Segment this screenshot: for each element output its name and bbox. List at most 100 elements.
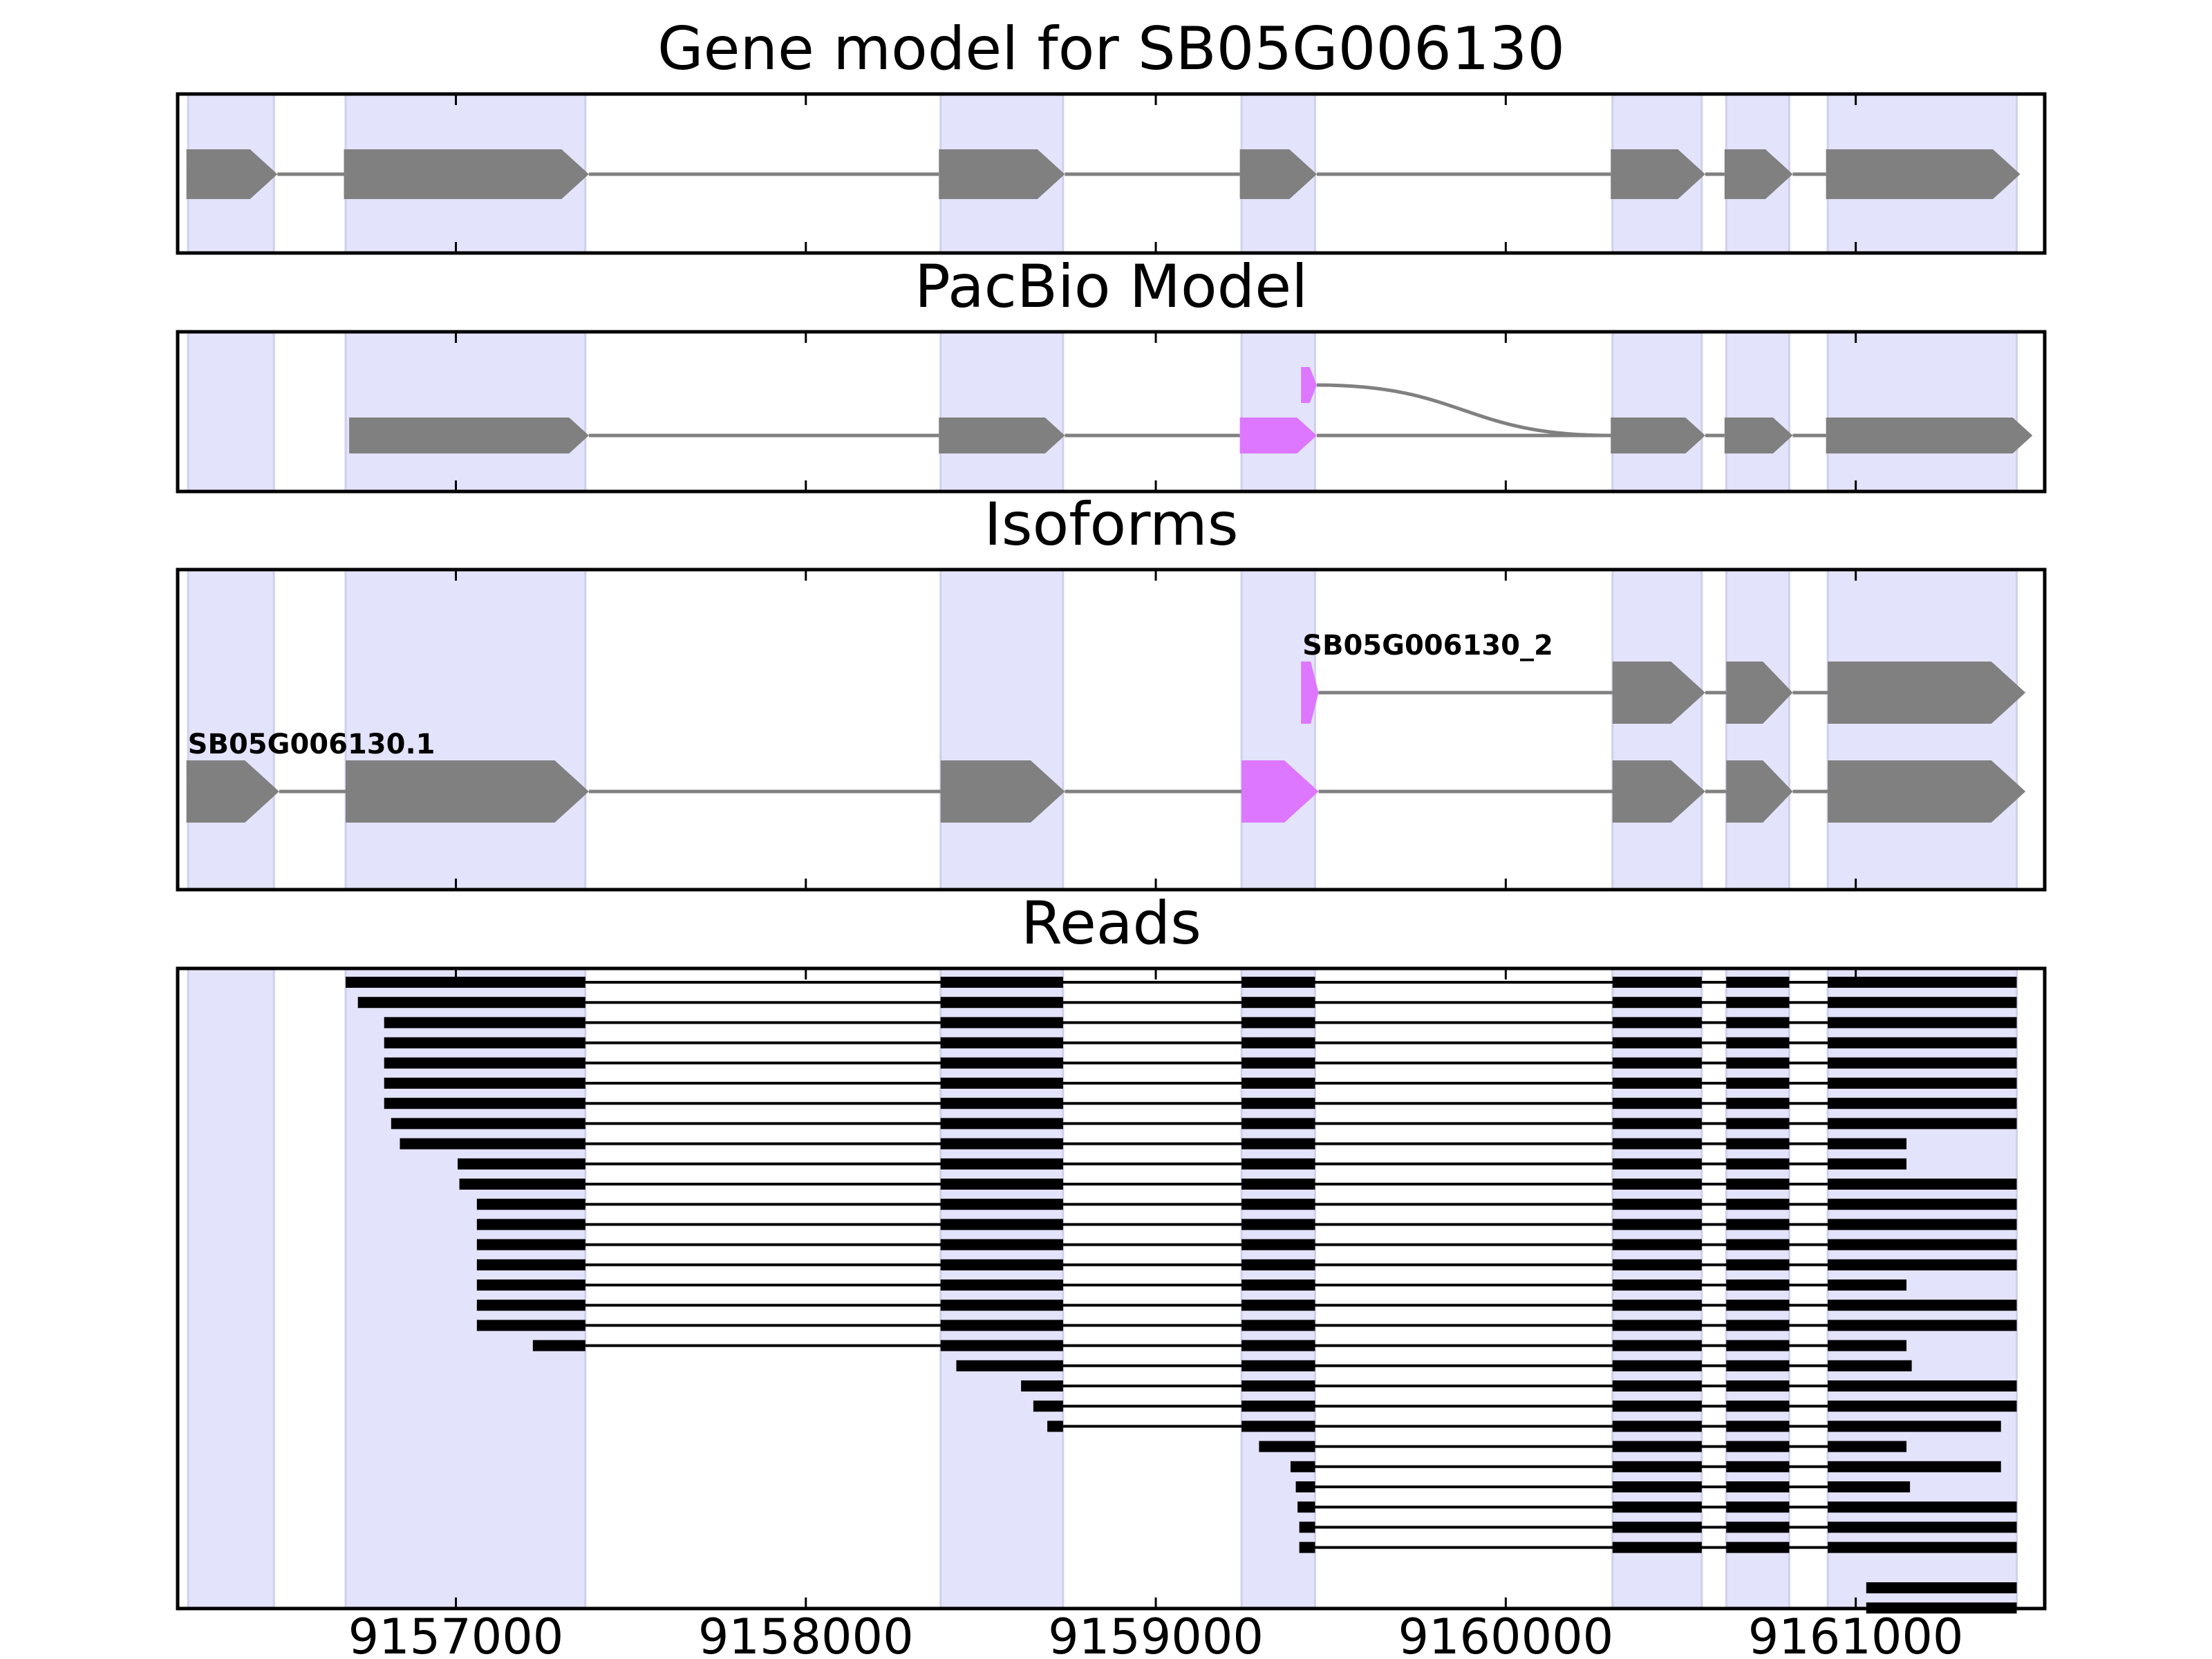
read-block: [940, 1057, 1063, 1069]
alt-exon: [1301, 367, 1317, 403]
read-block: [1726, 1179, 1790, 1190]
exon-shade-1: [187, 330, 275, 493]
read-block: [1726, 1380, 1790, 1391]
read-block: [1612, 1320, 1702, 1331]
panel-title: Gene model for SB05G006130: [657, 15, 1565, 84]
read-block: [940, 1179, 1063, 1190]
exon-shade-1: [187, 568, 275, 891]
read-block: [1612, 1017, 1702, 1029]
read-block: [1612, 1400, 1702, 1412]
read-block: [1612, 1340, 1702, 1351]
read-block: [384, 1037, 585, 1049]
exon-shade-3: [939, 568, 1065, 891]
read-block: [1726, 1158, 1790, 1170]
read-21: [1021, 1380, 2017, 1391]
read-block: [1828, 1421, 2001, 1432]
read-block: [1612, 1501, 1702, 1513]
read-block: [940, 977, 1063, 988]
read-block: [1241, 1057, 1315, 1069]
isoform-2-exon-7: [1828, 760, 2026, 823]
isoform-1-exon-2: [1612, 662, 1705, 724]
read-block: [1297, 1501, 1315, 1513]
read-block: [1241, 1400, 1315, 1412]
read-block: [1828, 1078, 2017, 1089]
read-block: [1726, 1421, 1790, 1432]
read-block: [940, 1037, 1063, 1049]
isoform-2-exon-5: [1612, 760, 1705, 823]
read-block: [1241, 1179, 1315, 1190]
read-block: [1828, 1118, 2017, 1130]
read-block: [1726, 1017, 1790, 1029]
read-block: [476, 1320, 585, 1331]
read-block: [1295, 1481, 1315, 1492]
read-block: [940, 1239, 1063, 1250]
read-block: [1828, 1400, 2017, 1412]
read-8: [391, 1118, 2017, 1130]
read-10: [458, 1158, 1907, 1170]
read-block: [476, 1300, 585, 1311]
read-block: [1828, 1481, 1911, 1492]
read-block: [476, 1239, 585, 1250]
exon-shade-4: [1240, 330, 1316, 493]
read-block: [940, 1138, 1063, 1150]
read-4: [384, 1037, 2017, 1049]
read-29: [1299, 1541, 2017, 1553]
read-block: [1828, 1521, 2017, 1533]
alt-splice-connector: [1316, 383, 1611, 438]
read-block: [1299, 1521, 1315, 1533]
read-block: [1828, 1340, 1907, 1351]
read-3: [384, 1017, 2017, 1029]
exon-shade-6: [1725, 330, 1790, 493]
read-block: [1828, 1179, 2017, 1190]
x-tick-label: 9161000: [1748, 1609, 1964, 1659]
read-block: [1726, 1098, 1790, 1109]
read-block: [1612, 1441, 1702, 1452]
read-block: [1726, 997, 1790, 1009]
exon-2: [344, 149, 589, 199]
read-block: [476, 1219, 585, 1230]
read-block: [1241, 1239, 1315, 1250]
read-block: [1612, 1481, 1702, 1492]
read-16: [476, 1280, 1907, 1291]
read-block: [476, 1259, 585, 1271]
read-block: [476, 1199, 585, 1210]
exon-shade-7: [1826, 568, 2018, 891]
read-block: [1612, 1521, 1702, 1533]
read-block: [1828, 1541, 2017, 1553]
read-block: [1612, 1300, 1702, 1311]
read-block: [1726, 1259, 1790, 1271]
read-block: [384, 1017, 585, 1029]
read-block: [1241, 1118, 1315, 1130]
read-block: [1726, 1521, 1790, 1533]
read-block: [1612, 1118, 1702, 1130]
read-5: [384, 1057, 2017, 1069]
read-block: [940, 1219, 1063, 1230]
read-block: [940, 997, 1063, 1009]
exon-7: [1826, 149, 2021, 199]
read-block: [1033, 1400, 1063, 1412]
read-2: [357, 997, 2017, 1009]
read-block: [1828, 1280, 1907, 1291]
read-block: [1726, 1400, 1790, 1412]
read-block: [1241, 1158, 1315, 1170]
read-19: [532, 1340, 1907, 1351]
exon-6: [1826, 418, 2033, 453]
read-block: [532, 1340, 585, 1351]
read-block: [1241, 1017, 1315, 1029]
read-block: [1612, 997, 1702, 1009]
panel-frame: [176, 568, 2047, 892]
read-block: [1828, 1380, 2017, 1391]
exon-shade-7: [1826, 330, 2018, 493]
isoform-1-exon-4: [1828, 662, 2026, 724]
read-block: [956, 1360, 1063, 1371]
read-block: [384, 1098, 585, 1109]
read-block: [940, 1078, 1063, 1089]
exon-shade-5: [1611, 568, 1703, 891]
read-block: [1241, 1138, 1315, 1150]
exon-4: [1611, 418, 1705, 453]
read-block: [940, 1158, 1063, 1170]
read-block: [1726, 1320, 1790, 1331]
isoform-2-exon-4: [1241, 760, 1319, 823]
read-block: [1828, 1320, 2017, 1331]
